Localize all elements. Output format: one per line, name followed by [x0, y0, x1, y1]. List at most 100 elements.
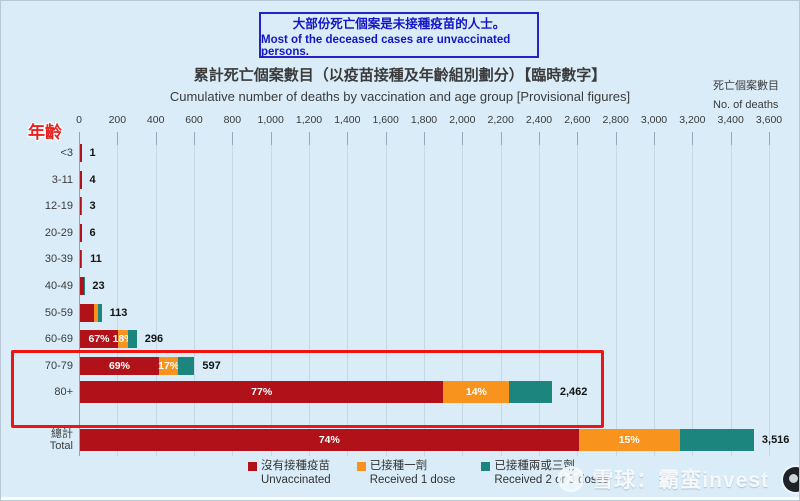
legend-swatch-icon	[248, 462, 257, 471]
legend-item-unvaccinated: 沒有接種疫苗 Unvaccinated	[248, 459, 331, 487]
bar-row: 40-49 23	[1, 273, 799, 299]
x-axis-tick-label: 2,800	[602, 114, 629, 126]
bar-segment-one_dose	[94, 303, 98, 322]
x-axis-tick-mark	[117, 132, 119, 145]
stacked-bar	[80, 170, 82, 189]
legend-label-en: Received 2 or 3 doses	[494, 474, 609, 486]
page-bottom-edge	[1, 497, 799, 500]
bar-total-value: 296	[144, 333, 164, 346]
grid-line	[347, 145, 349, 456]
bar-segment-unvaccinated	[80, 197, 81, 216]
stacked-bar	[80, 303, 102, 322]
bar-row-total: 總計 Total 74% 15% 3,516	[1, 427, 799, 453]
grid-line	[462, 145, 464, 456]
x-axis-tick-label: 1,800	[410, 114, 438, 126]
x-axis-tick-label: 800	[223, 114, 242, 126]
watermark: 雪球：霸蛮invest	[556, 464, 769, 494]
bar-segment-unvaccinated: 74%	[80, 429, 579, 451]
bar-segment-two_three_doses	[97, 303, 102, 322]
x-axis-tick-label: 2,400	[525, 114, 553, 126]
watermark-avatar-icon	[783, 467, 799, 492]
y-axis-unit-en: No. of deaths	[713, 99, 779, 111]
bar-total-value: 3,516	[761, 434, 790, 446]
stacked-bar: 67% 18%	[80, 330, 137, 349]
bar-segment-two_three_doses	[178, 356, 195, 375]
segment-percentage-label: 67%	[88, 333, 110, 346]
x-axis-tick-label: 2,600	[564, 114, 591, 126]
bar-total-value: 6	[89, 226, 96, 239]
legend-label-zh: 已接種兩或三劑	[494, 460, 575, 472]
age-group-label: 60-69	[44, 333, 73, 346]
x-axis-tick-label: 0	[76, 114, 82, 126]
stacked-bar	[80, 223, 82, 242]
bar-total-value: 113	[109, 306, 128, 319]
bar-total-value: 23	[92, 280, 105, 292]
bar-segment-unvaccinated	[80, 223, 82, 242]
bar-segment-unvaccinated: 69%	[80, 356, 159, 375]
bar-row: 12-19 3	[1, 193, 799, 219]
bar-total-value: 2,462	[559, 386, 588, 399]
grid-line	[232, 145, 234, 456]
stacked-bar: 77% 14%	[80, 381, 552, 404]
x-axis-tick-label: 2,000	[449, 114, 476, 126]
legend-swatch-icon	[481, 462, 491, 471]
bar-segment-unvaccinated	[80, 144, 82, 162]
segment-percentage-label: 17%	[158, 359, 180, 372]
x-axis-tick-mark	[654, 132, 655, 145]
y-axis-unit-label: 死亡個案數目 No. of deaths	[713, 77, 779, 115]
note-box: 大部份死亡個案是未接種疫苗的人士。 Most of the deceased c…	[259, 12, 539, 58]
chart-legend: 沒有接種疫苗 Unvaccinated 已接種一劑 Received 1 dose 已接…	[248, 459, 609, 487]
bar-total-value: 597	[202, 359, 221, 372]
segment-percentage-label: 77%	[251, 386, 273, 399]
bar-total-value: 4	[89, 173, 96, 186]
xueqiu-snowball-logo-icon	[558, 465, 585, 493]
grid-line	[692, 145, 694, 456]
bar-segment-two_three_doses	[81, 250, 83, 269]
x-axis-tick-label: 1,400	[334, 114, 361, 126]
bar-row: 3-11 4	[1, 167, 799, 193]
stacked-bar	[80, 250, 83, 269]
x-axis-tick-label: 3,400	[717, 114, 744, 126]
age-group-label: 40-49	[44, 280, 73, 292]
age-group-label: 20-29	[44, 226, 73, 239]
legend-label-zh: 已接種一劑	[369, 460, 428, 472]
grid-line	[654, 145, 655, 456]
bar-segment-unvaccinated	[80, 277, 84, 295]
legend-label-zh: 沒有接種疫苗	[261, 460, 330, 472]
x-axis-tick-mark	[692, 132, 694, 145]
grid-line	[385, 145, 387, 456]
grid-line	[500, 145, 502, 456]
grid-line	[577, 145, 579, 456]
x-axis-tick-label: 3,200	[679, 114, 706, 126]
x-axis-tick-mark	[155, 132, 157, 145]
x-axis-tick-mark	[232, 132, 234, 145]
bar-segment-two_three_doses	[80, 197, 82, 216]
age-group-label: 12-19	[44, 200, 73, 213]
age-group-label: 30-39	[44, 253, 73, 266]
x-axis-tick-label: 600	[185, 114, 203, 126]
bar-row: <3 1	[1, 140, 799, 166]
x-axis-tick-label: 400	[146, 114, 165, 126]
grid-line	[270, 145, 272, 456]
bar-total-value: 11	[90, 253, 102, 266]
bar-segment-one_dose: 18%	[113, 330, 134, 349]
x-axis-tick-mark	[577, 132, 579, 145]
grid-line	[117, 145, 119, 456]
grid-line	[769, 145, 770, 456]
age-group-label: 80+	[54, 386, 73, 399]
bar-row: 30-39 11	[1, 246, 799, 272]
y-axis-line	[79, 132, 80, 456]
y-axis-unit-zh: 死亡個案數目	[713, 80, 779, 92]
bar-segment-unvaccinated	[80, 303, 95, 322]
segment-percentage-label: 15%	[618, 434, 640, 446]
age-group-label: 總計 Total	[49, 428, 73, 452]
bar-total-value: 1	[89, 147, 96, 159]
watermark-text: 雪球：霸蛮invest	[592, 469, 769, 492]
x-axis-tick-label: 200	[108, 114, 127, 126]
chart-title-en: Cumulative number of deaths by vaccinati…	[169, 89, 631, 104]
age-group-label: 70-79	[44, 359, 73, 372]
x-axis-tick-label: 3,600	[755, 114, 783, 126]
grid-line	[194, 145, 195, 456]
